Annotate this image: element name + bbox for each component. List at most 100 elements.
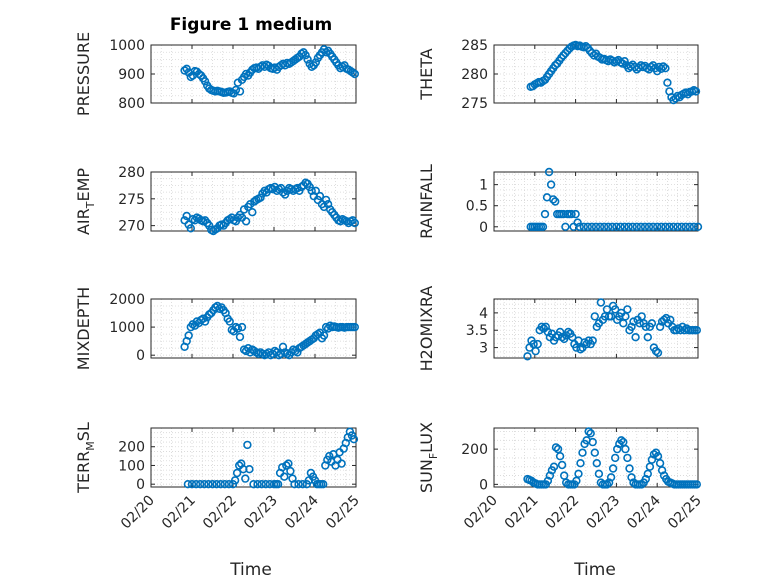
- y-tick-label: 2000: [109, 292, 145, 308]
- y-axis-label: AIRTEMP: [74, 168, 97, 235]
- data-point: [253, 480, 262, 489]
- data-point: [612, 222, 621, 232]
- data-point: [591, 222, 601, 232]
- x-tick-label: 02/25: [665, 493, 705, 533]
- data-point: [294, 480, 303, 489]
- data-point: [231, 85, 241, 95]
- data-point: [578, 448, 587, 457]
- data-point: [657, 222, 666, 232]
- data-point: [200, 77, 210, 86]
- data-point: [576, 459, 585, 468]
- data-point: [623, 453, 632, 463]
- data-point: [555, 327, 565, 337]
- data-point: [248, 208, 257, 217]
- data-point: [649, 450, 659, 459]
- subplot-h2omixra: 3 3.54 H2OMIXRA: [417, 286, 701, 371]
- data-point: [293, 348, 302, 357]
- data-point: [663, 78, 672, 87]
- data-point: [640, 222, 650, 232]
- subplot-air-temp: 270 275 280 AIRTEMP: [74, 165, 359, 236]
- data-point: [659, 62, 668, 71]
- axes-frame: [493, 427, 699, 488]
- data-point: [311, 186, 320, 196]
- data-point: [183, 480, 193, 489]
- data-point: [184, 331, 193, 340]
- y-axis-label-main: PRESSURE: [74, 32, 93, 116]
- data-point: [537, 322, 546, 331]
- data-point: [616, 222, 625, 232]
- data-point: [620, 222, 629, 232]
- x-tick-label: 02/24: [624, 492, 664, 532]
- data-point: [652, 66, 662, 76]
- data-point: [652, 222, 662, 232]
- data-point: [200, 480, 209, 489]
- y-tick-label: 900: [118, 67, 145, 83]
- subplot-theta: 275 280 285 THETA: [417, 38, 701, 112]
- data-point: [636, 222, 646, 232]
- data-point: [261, 480, 270, 489]
- data-point: [673, 222, 682, 232]
- data-point: [610, 453, 620, 463]
- data-point: [627, 322, 636, 331]
- data-point: [557, 460, 567, 470]
- data-point: [186, 224, 196, 233]
- data-point: [303, 55, 312, 64]
- series-sunflux: [523, 427, 701, 489]
- chart-title: Figure 1 medium: [170, 15, 332, 35]
- y-tick-label: 200: [461, 442, 488, 458]
- y-tick-label: 1: [479, 178, 488, 194]
- data-point: [653, 348, 663, 357]
- data-point: [625, 464, 634, 473]
- data-point: [319, 331, 329, 340]
- data-point: [551, 443, 561, 452]
- data-point: [350, 69, 359, 79]
- data-point: [599, 222, 609, 232]
- data-point: [590, 312, 599, 321]
- data-point: [550, 197, 560, 206]
- subplot-pressure: 800 900 1000 PRESSURE: [74, 32, 359, 116]
- y-tick-label: 0: [136, 348, 145, 364]
- data-point: [594, 469, 604, 478]
- data-point: [643, 469, 652, 478]
- data-point: [574, 469, 583, 478]
- data-point: [691, 87, 701, 96]
- data-point: [543, 327, 553, 337]
- data-point: [643, 333, 652, 342]
- y-tick-label: 800: [118, 96, 145, 112]
- series-h2omixra: [523, 298, 701, 361]
- data-point: [543, 476, 553, 485]
- data-point: [587, 222, 597, 232]
- y-axis-label-rest: LUX: [417, 422, 436, 453]
- y-axis-label: RAINFALL: [417, 164, 436, 239]
- series-pressure: [180, 45, 359, 98]
- data-point: [661, 63, 670, 73]
- data-point: [567, 209, 576, 219]
- y-axis-label: TERRMSL: [74, 422, 97, 494]
- data-point: [225, 317, 234, 326]
- y-axis-label-main: THETA: [417, 48, 436, 100]
- data-point: [579, 222, 588, 232]
- y-tick-label: 0: [136, 477, 145, 493]
- data-point: [196, 480, 205, 489]
- x-tick-label: 02/25: [323, 493, 363, 533]
- data-point: [583, 222, 592, 232]
- data-point: [282, 461, 291, 470]
- data-point: [523, 352, 532, 361]
- data-point: [661, 222, 670, 232]
- series-rainfall: [526, 167, 703, 232]
- data-point: [245, 465, 254, 474]
- data-point: [350, 218, 359, 228]
- data-point: [647, 319, 657, 328]
- subplot-rainfall: 0 0.5 1 RAINFALL: [417, 164, 703, 239]
- data-point: [200, 317, 210, 326]
- subplot-mixdepth: 0 1000 2000 MIXDEPTH: [74, 287, 359, 370]
- data-point: [278, 463, 287, 472]
- y-axis-label-main: TERR: [74, 451, 93, 494]
- series-terrmsl: [183, 427, 359, 489]
- y-tick-label: 275: [461, 96, 488, 112]
- y-tick-label: 0.5: [466, 199, 488, 215]
- data-point: [692, 326, 701, 335]
- data-point: [573, 218, 582, 227]
- data-point: [278, 188, 288, 197]
- data-point: [180, 66, 189, 75]
